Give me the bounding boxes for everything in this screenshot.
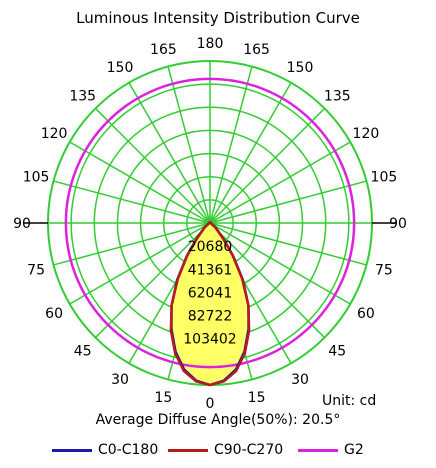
legend-item-g2: G2 <box>298 440 364 460</box>
angle-label: 165 <box>243 42 270 58</box>
chart-title: Luminous Intensity Distribution Curve <box>76 9 360 27</box>
angle-label: 0 <box>206 396 215 412</box>
angle-label: 75 <box>375 263 393 279</box>
angle-label: 150 <box>287 60 314 76</box>
legend-label-g2: G2 <box>344 442 364 458</box>
angle-label: 90 <box>13 216 31 232</box>
angle-label: 15 <box>154 390 172 406</box>
angle-label: 45 <box>328 343 346 359</box>
series-c90-c270-line <box>169 220 251 387</box>
legend-item-c0-c180: C0-C180 <box>52 440 158 460</box>
average-diffuse-angle: Average Diffuse Angle(50%): 20.5° <box>95 412 341 428</box>
angle-label: 165 <box>150 42 177 58</box>
angle-label: 15 <box>248 390 266 406</box>
angle-label: 90 <box>389 216 407 232</box>
angle-label: 135 <box>324 89 351 105</box>
angle-label: 120 <box>353 126 380 142</box>
legend-label-c90-c270: C90-C270 <box>214 442 284 458</box>
angle-label: 180 <box>197 36 224 52</box>
radial-tick-labels: 20680 41361 62041 82722 103402 <box>183 239 236 348</box>
beam-fill <box>171 222 249 385</box>
angle-label: 105 <box>23 169 50 185</box>
angle-label: 135 <box>69 89 96 105</box>
angle-label: 150 <box>107 60 134 76</box>
legend: C0-C180 C90-C270 G2 <box>0 440 436 460</box>
radial-tick-label: 41361 <box>188 262 233 278</box>
legend-swatch-c90-c270 <box>168 448 208 452</box>
angle-label: 120 <box>41 126 68 142</box>
unit-label: Unit: cd <box>322 393 377 409</box>
radial-tick-label: 62041 <box>188 285 233 301</box>
angle-label: 45 <box>74 343 92 359</box>
angle-label: 30 <box>291 372 309 388</box>
beam-area-fill <box>171 222 249 385</box>
radial-tick-label: 103402 <box>183 332 236 348</box>
legend-swatch-c0-c180 <box>52 448 92 452</box>
angle-label: 60 <box>357 306 375 322</box>
angle-label: 75 <box>27 263 45 279</box>
legend-swatch-g2 <box>298 448 338 452</box>
legend-label-c0-c180: C0-C180 <box>98 442 159 458</box>
angle-label: 60 <box>45 306 63 322</box>
series-g2-line <box>64 77 356 369</box>
legend-item-c90-c270: C90-C270 <box>168 440 283 460</box>
series-layer <box>64 77 356 387</box>
radial-tick-label: 82722 <box>188 309 233 325</box>
radial-tick-label: 20680 <box>188 239 233 255</box>
angle-label: 30 <box>111 372 129 388</box>
angle-label: 105 <box>371 169 398 185</box>
